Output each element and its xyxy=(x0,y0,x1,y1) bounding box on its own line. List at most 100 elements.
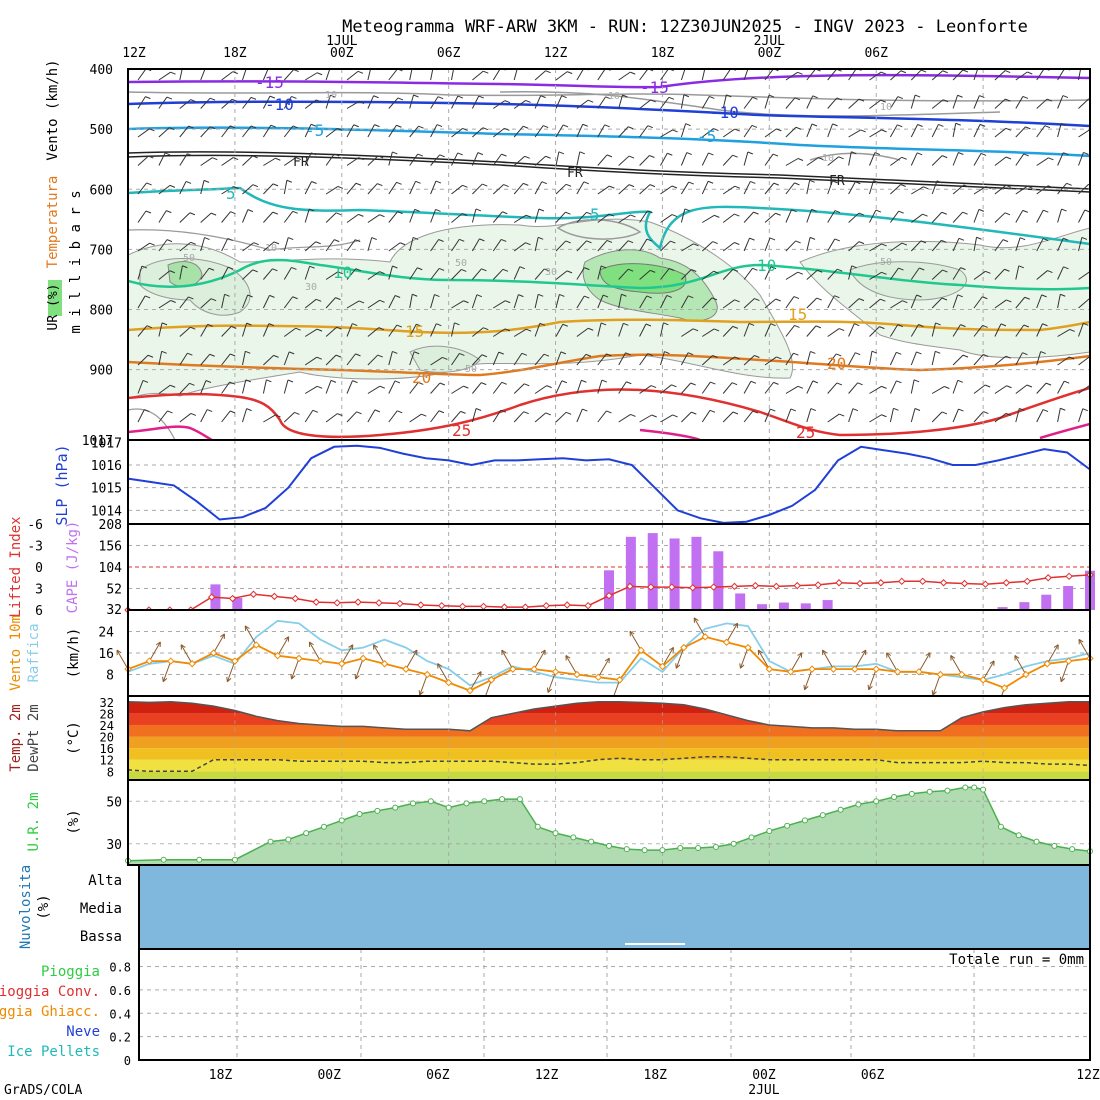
wind-barb xyxy=(722,269,734,280)
cape-axis-label: CAPE (J/kg) xyxy=(65,521,81,614)
wind-barb-flag xyxy=(628,184,635,188)
wind-barb-flag xyxy=(501,153,507,157)
isotherm-label: FR xyxy=(829,174,845,189)
wind-barb-flag xyxy=(667,152,673,156)
wind-barb-flag xyxy=(523,411,529,415)
cloudiness-unit-label: (%) xyxy=(36,894,52,919)
wind-barb-flag xyxy=(1005,156,1012,160)
wind-barb xyxy=(910,69,922,81)
cape-bar xyxy=(1041,594,1052,610)
wind-barb-flag xyxy=(1042,323,1048,327)
wind-barb-flag xyxy=(647,353,653,357)
wind-barb xyxy=(409,382,419,394)
wind-barb-flag xyxy=(942,70,948,74)
wind-barb xyxy=(701,297,713,309)
wind-barb xyxy=(304,385,318,394)
wind-barb xyxy=(806,325,817,337)
rh-point xyxy=(730,840,737,847)
rh-point xyxy=(499,796,506,803)
wind-barb xyxy=(994,70,1006,81)
wind-barb xyxy=(994,127,1007,138)
lifted-index-point xyxy=(709,583,718,591)
top-axis-label: 12Z xyxy=(544,46,568,61)
wind-barb-flag xyxy=(434,294,440,297)
wind-barb xyxy=(618,71,631,81)
wind-barb xyxy=(451,152,459,166)
wind-barb xyxy=(848,298,860,309)
wind-barb xyxy=(952,123,957,138)
wind-barb xyxy=(346,182,357,195)
slp-axis-label: SLP (hPa) xyxy=(53,444,71,525)
wind-barb xyxy=(910,294,918,309)
wind-barb-flag xyxy=(562,323,568,327)
wind-barb-flag xyxy=(206,409,213,413)
wind-barb-flag xyxy=(832,180,838,184)
wind-barb xyxy=(701,410,711,423)
wind-barb xyxy=(451,385,464,394)
wind-barb xyxy=(931,351,936,366)
rh-label: 50 xyxy=(465,364,477,375)
wind-barb-flag xyxy=(478,95,484,99)
wind-point xyxy=(787,668,795,676)
lifted-index-axis-label: Lifted Index xyxy=(8,516,24,617)
wind-barb-flag xyxy=(462,127,468,131)
top-axis-label: 1JUL xyxy=(326,34,357,49)
wind-barb xyxy=(869,243,882,252)
wind-barb-flag xyxy=(881,243,887,247)
wind-barb-flag xyxy=(1022,352,1028,356)
wind-barb xyxy=(304,181,312,195)
wind-barb xyxy=(681,243,694,252)
wind-barb-flag xyxy=(976,236,982,240)
wind-point xyxy=(509,665,517,673)
wind-barb-flag xyxy=(185,180,192,184)
wind-barb-flag xyxy=(142,379,149,383)
wind-barb-flag xyxy=(606,154,613,158)
wind-arrow xyxy=(180,644,193,665)
wind-barb xyxy=(994,98,1006,109)
wind-barb xyxy=(702,270,714,280)
wind-barb-flag xyxy=(252,155,258,159)
wind-barb xyxy=(1015,126,1026,138)
wind-barb xyxy=(848,408,854,423)
wind-barb-flag xyxy=(1048,157,1054,161)
wind-barb xyxy=(221,157,234,166)
cape-bar xyxy=(647,533,658,610)
wind-barb-flag xyxy=(233,186,239,189)
wind-barb-flag xyxy=(519,266,525,270)
wind-barb xyxy=(743,69,749,81)
rh-point xyxy=(944,787,951,794)
wind-barb-flag xyxy=(963,184,969,188)
wind-barb xyxy=(1036,351,1042,366)
wind-barb xyxy=(158,185,171,195)
wind-barb-flag xyxy=(1084,209,1090,213)
wind-barb xyxy=(304,266,311,280)
wind-barb-flag xyxy=(310,123,317,127)
wind-barb xyxy=(1078,128,1090,138)
cape-tick-label: 156 xyxy=(99,540,122,555)
wind-point xyxy=(359,654,367,663)
wind-barb xyxy=(576,267,585,280)
wind-barb-flag xyxy=(797,271,804,275)
wind-barb-flag xyxy=(851,265,857,269)
wind-barb xyxy=(827,210,836,223)
wind-barb-flag xyxy=(335,212,342,216)
rh-label: 50 xyxy=(183,253,195,264)
wind-barb xyxy=(1036,209,1044,223)
wind-arrow xyxy=(501,649,514,670)
wind-barb-flag xyxy=(900,70,907,74)
wind-barb xyxy=(534,181,543,195)
wind-barb xyxy=(1057,356,1070,366)
wind-barb xyxy=(262,323,270,337)
wind-barb-flag xyxy=(413,94,419,98)
wind-barb xyxy=(743,355,755,366)
wind-barb-flag xyxy=(312,409,319,413)
wind-barb-flag xyxy=(871,350,878,354)
wind-arrow xyxy=(405,649,418,670)
wind-barb xyxy=(137,155,149,166)
wind-barb xyxy=(701,96,710,109)
wind-barb xyxy=(221,238,229,252)
wind-barb-flag xyxy=(942,99,949,103)
footer-credit: GrADS/COLA xyxy=(4,1083,82,1098)
wind-barb-flag xyxy=(711,297,718,301)
